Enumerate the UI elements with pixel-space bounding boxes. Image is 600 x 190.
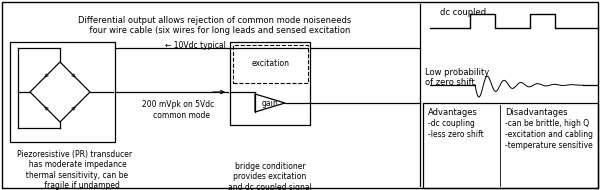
Bar <box>233 45 308 83</box>
Text: Advantages: Advantages <box>428 108 478 117</box>
Text: Disadvantages: Disadvantages <box>505 108 568 117</box>
Text: gain: gain <box>262 98 278 108</box>
Text: bridge conditioner
provides excitation
and dc coupled signal: bridge conditioner provides excitation a… <box>228 162 312 190</box>
Bar <box>10 42 115 142</box>
Text: -can be brittle, high Q: -can be brittle, high Q <box>505 119 589 128</box>
Text: Low probability
of zero shift: Low probability of zero shift <box>425 68 489 87</box>
Text: excitation: excitation <box>251 59 290 69</box>
Text: -dc coupling: -dc coupling <box>428 119 475 128</box>
Text: ← 10Vdc typical: ← 10Vdc typical <box>164 41 226 50</box>
Text: -temperature sensitive: -temperature sensitive <box>505 141 593 150</box>
Text: dc coupled: dc coupled <box>440 8 486 17</box>
Text: 200 mVpk on 5Vdc
   common mode: 200 mVpk on 5Vdc common mode <box>142 100 214 120</box>
Text: -excitation and cabling: -excitation and cabling <box>505 130 593 139</box>
Text: Piezoresistive (PR) transducer
  has moderate impedance
  thermal sensitivity, c: Piezoresistive (PR) transducer has moder… <box>17 150 133 190</box>
Text: Differential output allows rejection of common mode noiseneeds
    four wire cab: Differential output allows rejection of … <box>79 16 352 35</box>
Bar <box>230 42 310 125</box>
Text: -less zero shift: -less zero shift <box>428 130 484 139</box>
Bar <box>423 103 598 188</box>
